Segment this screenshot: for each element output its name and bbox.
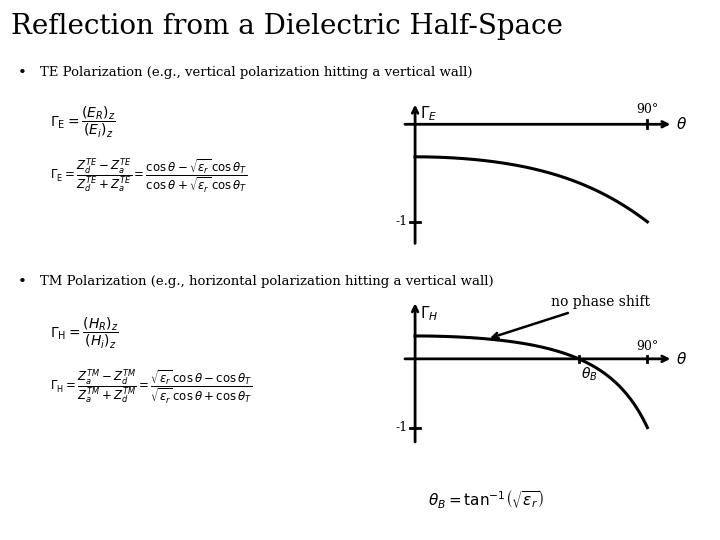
Text: $\theta$: $\theta$ [676, 351, 687, 367]
Text: -1: -1 [395, 421, 408, 434]
Text: 90°: 90° [636, 340, 659, 353]
Text: -1: -1 [395, 215, 408, 228]
Text: $\Gamma_H$: $\Gamma_H$ [420, 304, 438, 322]
Text: •: • [18, 275, 27, 289]
Text: $\Gamma_{\rm E} = \dfrac{(E_R)_z}{(E_i)_z}$: $\Gamma_{\rm E} = \dfrac{(E_R)_z}{(E_i)_… [50, 105, 116, 140]
Text: •: • [18, 66, 27, 80]
Text: no phase shift: no phase shift [492, 295, 650, 338]
Text: $\theta$: $\theta$ [676, 116, 687, 132]
Text: $\Gamma_{\rm H} = \dfrac{Z_a^{TM} - Z_d^{TM}}{Z_a^{TM} + Z_d^{TM}} = \dfrac{\sqr: $\Gamma_{\rm H} = \dfrac{Z_a^{TM} - Z_d^… [50, 367, 253, 406]
Text: TE Polarization (e.g., vertical polarization hitting a vertical wall): TE Polarization (e.g., vertical polariza… [40, 66, 472, 79]
Text: Reflection from a Dielectric Half-Space: Reflection from a Dielectric Half-Space [11, 14, 562, 40]
Text: $\theta_B = \tan^{-1}\!\left(\sqrt{\varepsilon_r}\right)$: $\theta_B = \tan^{-1}\!\left(\sqrt{\vare… [428, 488, 545, 510]
Text: $\theta_B$: $\theta_B$ [582, 366, 598, 383]
Text: 90°: 90° [636, 104, 659, 117]
Text: TM Polarization (e.g., horizontal polarization hitting a vertical wall): TM Polarization (e.g., horizontal polari… [40, 275, 493, 288]
Text: $\Gamma_{\rm E} = \dfrac{Z_d^{TE} - Z_a^{TE}}{Z_d^{TE} + Z_a^{TE}} = \dfrac{\cos: $\Gamma_{\rm E} = \dfrac{Z_d^{TE} - Z_a^… [50, 157, 248, 195]
Text: $\Gamma_{\rm H} = \dfrac{(H_R)_z}{(H_i)_z}$: $\Gamma_{\rm H} = \dfrac{(H_R)_z}{(H_i)_… [50, 316, 119, 351]
Text: $\Gamma_E$: $\Gamma_E$ [420, 104, 438, 123]
